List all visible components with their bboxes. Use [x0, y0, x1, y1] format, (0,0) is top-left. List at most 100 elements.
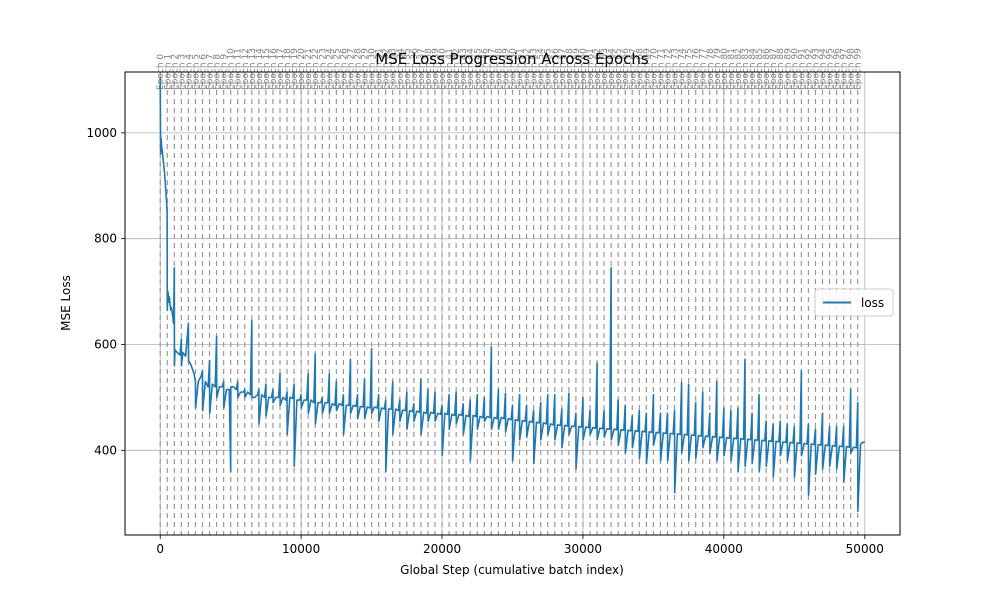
epoch-label: Epoch 17	[276, 48, 286, 90]
epoch-label: Epoch 30	[368, 48, 378, 90]
epoch-label: Epoch 53	[530, 48, 540, 90]
epoch-label: Epoch 47	[487, 48, 497, 90]
series-group	[159, 77, 865, 512]
chart-title: MSE Loss Progression Across Epochs	[375, 50, 649, 68]
epoch-label: Epoch 12	[241, 48, 251, 90]
epoch-label: Epoch 81	[727, 48, 737, 90]
plot-frame	[124, 71, 901, 536]
epoch-label: Epoch 16	[269, 48, 279, 90]
epoch-label: Epoch 31	[375, 48, 385, 90]
epoch-label: Epoch 96	[833, 48, 843, 90]
epoch-label: Epoch 79	[713, 48, 723, 90]
epoch-label: Epoch 19	[290, 48, 300, 90]
epoch-label: Epoch 78	[706, 48, 716, 90]
epoch-label: Epoch 68	[635, 48, 645, 90]
epoch-label: Epoch 37	[417, 48, 427, 90]
epoch-label: Epoch 43	[459, 48, 469, 90]
epoch-label: Epoch 50	[509, 48, 519, 90]
epoch-label: Epoch 15	[262, 48, 272, 90]
x-tick-label: 0	[156, 542, 164, 556]
y-tick-label: 1000	[86, 126, 117, 140]
epoch-label: Epoch 52	[523, 48, 533, 90]
epoch-label: Epoch 44	[466, 48, 476, 90]
epoch-label: Epoch 77	[699, 48, 709, 90]
epoch-label: Epoch 99	[854, 48, 864, 90]
x-tick-label: 30000	[564, 542, 602, 556]
series-line-loss	[159, 77, 865, 512]
grid	[125, 72, 900, 535]
legend: loss	[814, 288, 894, 317]
epoch-label: Epoch 83	[741, 48, 751, 90]
epoch-label: Epoch 72	[664, 48, 674, 90]
epoch-label: Epoch 70	[649, 48, 659, 90]
epoch-label: Epoch 40	[438, 48, 448, 90]
epoch-label: Epoch 41	[445, 48, 455, 90]
epoch-label: Epoch 63	[600, 48, 610, 90]
x-tick-label: 50000	[846, 542, 884, 556]
x-axis: 0 10000 20000 30000 40000 50000	[156, 535, 884, 556]
epoch-label: Epoch 65	[614, 48, 624, 90]
epoch-label: Epoch 64	[607, 48, 617, 90]
y-tick-label: 800	[94, 232, 117, 246]
epoch-label: Epoch 61	[586, 48, 596, 90]
epoch-label: Epoch 60	[579, 48, 589, 90]
epoch-label: Epoch 27	[346, 48, 356, 90]
epoch-label: Epoch 71	[656, 48, 666, 90]
epoch-label: Epoch 22	[311, 48, 321, 90]
epoch-label: Epoch 93	[811, 48, 821, 90]
epoch-label: Epoch 18	[283, 48, 293, 90]
epoch-label: Epoch 20	[297, 48, 307, 90]
epoch-label: Epoch 55	[544, 48, 554, 90]
epoch-label: Epoch 51	[516, 48, 526, 90]
epoch-label: Epoch 75	[685, 48, 695, 90]
epoch-label: Epoch 73	[671, 48, 681, 90]
epoch-label: Epoch 90	[790, 48, 800, 90]
epoch-label: Epoch 94	[819, 48, 829, 90]
epoch-label: Epoch 56	[551, 48, 561, 90]
epoch-label: Epoch 57	[558, 48, 568, 90]
epoch-label: Epoch 21	[304, 48, 314, 90]
epoch-label: Epoch 11	[234, 48, 244, 90]
epoch-label: Epoch 13	[248, 48, 258, 90]
epoch-label: Epoch 34	[396, 48, 406, 90]
epoch-label: Epoch 74	[678, 48, 688, 90]
epoch-label: Epoch 23	[318, 48, 328, 90]
epoch-label: Epoch 25	[332, 48, 342, 90]
y-axis-label: MSE Loss	[59, 275, 73, 331]
epoch-label: Epoch 67	[628, 48, 638, 90]
epoch-label: Epoch 36	[410, 48, 420, 90]
legend-label: loss	[861, 296, 884, 310]
epoch-label: Epoch 69	[642, 48, 652, 90]
x-tick-label: 10000	[282, 542, 320, 556]
epoch-label: Epoch 45	[473, 48, 483, 90]
epoch-label: Epoch 58	[565, 48, 575, 90]
epoch-label: Epoch 26	[339, 48, 349, 90]
epoch-label: Epoch 66	[621, 48, 631, 90]
x-tick-label: 20000	[423, 542, 461, 556]
epoch-label: Epoch 82	[734, 48, 744, 90]
epoch-label: Epoch 54	[537, 48, 547, 90]
epoch-label: Epoch 33	[389, 48, 399, 90]
epoch-label: Epoch 39	[431, 48, 441, 90]
epoch-label: Epoch 98	[847, 48, 857, 90]
x-tick-label: 40000	[705, 542, 743, 556]
epoch-label: Epoch 46	[480, 48, 490, 90]
epoch-label: Epoch 48	[494, 48, 504, 90]
x-axis-label: Global Step (cumulative batch index)	[400, 563, 624, 577]
epoch-label: Epoch 84	[748, 48, 758, 90]
epoch-label: Epoch 89	[783, 48, 793, 90]
epoch-label: Epoch 42	[452, 48, 462, 90]
epoch-label: Epoch 10	[227, 48, 237, 90]
legend-box	[814, 288, 894, 317]
epoch-label: Epoch 86	[762, 48, 772, 90]
epoch-label: Epoch 92	[804, 48, 814, 90]
epoch-label: Epoch 91	[797, 48, 807, 90]
epoch-label: Epoch 85	[755, 48, 765, 90]
epoch-label: Epoch 28	[354, 48, 364, 90]
epoch-label: Epoch 24	[325, 48, 335, 90]
y-tick-label: 400	[94, 443, 117, 457]
epoch-label: Epoch 88	[776, 48, 786, 90]
epoch-label: Epoch 87	[769, 48, 779, 90]
